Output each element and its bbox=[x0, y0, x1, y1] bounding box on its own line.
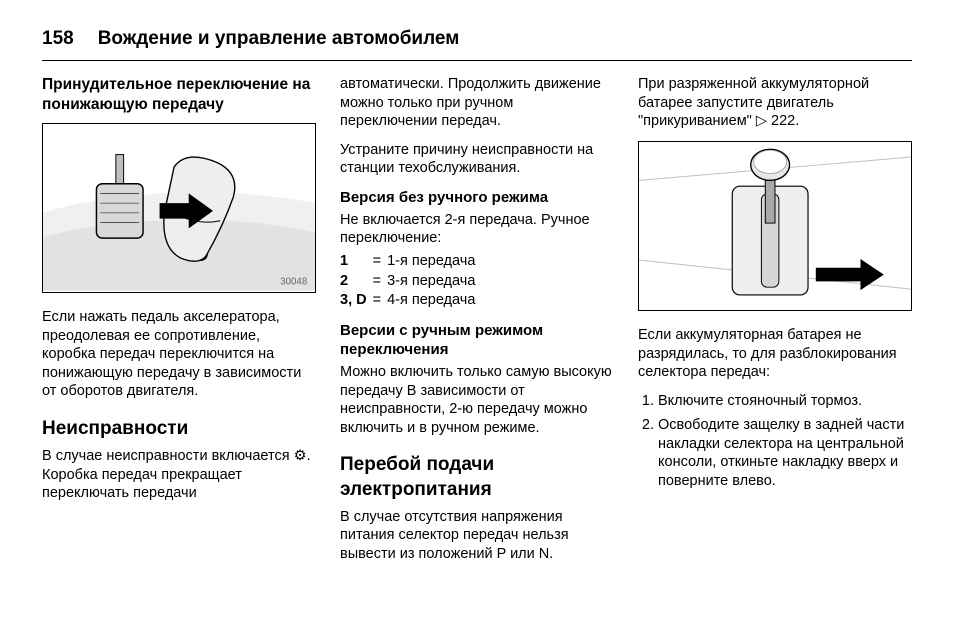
illustration-ref: 30048 bbox=[280, 276, 307, 287]
subheading-manual: Версии с ручным режимом переключения bbox=[340, 321, 614, 359]
column-3: При разряженной аккумуляторной батарее з… bbox=[638, 75, 912, 573]
faults-text-a: В случае неисправности включается bbox=[42, 448, 294, 464]
table-row: 3, D = 4-я передача bbox=[340, 291, 481, 311]
crossref-icon: ▷ bbox=[756, 113, 767, 129]
list-item: Включите стояночный тормоз. bbox=[658, 392, 912, 411]
jumpstart-text: При разряженной аккумуляторной батарее з… bbox=[638, 75, 912, 131]
gear-key: 1 bbox=[340, 252, 373, 272]
heading-power-interrupt: Перебой подачи электропитания bbox=[340, 453, 614, 502]
gear-table: 1 = 1-я передача 2 = 3-я передача 3, D =… bbox=[340, 252, 481, 311]
gear-key: 3, D bbox=[340, 291, 373, 311]
gear-eq: = bbox=[373, 272, 387, 292]
table-row: 2 = 3-я передача bbox=[340, 272, 481, 292]
table-row: 1 = 1-я передача bbox=[340, 252, 481, 272]
illustration-pedal: 30048 bbox=[42, 123, 316, 293]
power-text: В случае отсутствия напряжения питания с… bbox=[340, 508, 614, 564]
warning-icon: ⚙ bbox=[294, 448, 307, 464]
crossref-page: 222 bbox=[771, 113, 795, 129]
faults-text: В случае неисправности включается ⚙. Кор… bbox=[42, 447, 316, 503]
gear-key: 2 bbox=[340, 272, 373, 292]
faults-continuation: автоматически. Продолжить движение можно… bbox=[340, 75, 614, 131]
gear-val: 1-я передача bbox=[387, 252, 481, 272]
subheading-kickdown: Принудительное переключение на понижающу… bbox=[42, 75, 316, 115]
manual-page: 158 Вождение и управление автомобилем Пр… bbox=[0, 0, 954, 638]
chapter-title: Вождение и управление автомобилем bbox=[98, 28, 460, 50]
manual-text: Можно включить только самую высокую пере… bbox=[340, 363, 614, 437]
remedy-text: Устраните причину неисправности на станц… bbox=[340, 141, 614, 178]
gear-val: 3-я передача bbox=[387, 272, 481, 292]
no-manual-text: Не включается 2-я передача. Ручное перек… bbox=[340, 211, 614, 248]
page-number: 158 bbox=[42, 28, 74, 50]
column-2: автоматически. Продолжить движение можно… bbox=[340, 75, 614, 573]
kickdown-text: Если нажать педаль акселератора, преодол… bbox=[42, 308, 316, 401]
unlock-steps: Включите стояночный тормоз. Освободите з… bbox=[638, 392, 912, 491]
page-header: 158 Вождение и управление автомобилем bbox=[42, 28, 912, 61]
heading-faults: Неисправности bbox=[42, 417, 316, 441]
jumpstart-text-b: . bbox=[795, 113, 799, 129]
unlock-intro: Если аккумуляторная батарея не разрядила… bbox=[638, 326, 912, 382]
column-1: Принудительное переключение на понижающу… bbox=[42, 75, 316, 573]
cross-ref: ▷ 222 bbox=[756, 113, 795, 129]
subheading-no-manual: Версия без ручного режима bbox=[340, 188, 614, 207]
gear-eq: = bbox=[373, 252, 387, 272]
jumpstart-text-a: При разряженной аккумуляторной батарее з… bbox=[638, 76, 869, 129]
gear-eq: = bbox=[373, 291, 387, 311]
list-item: Освободите защелку в задней части наклад… bbox=[658, 416, 912, 490]
illustration-shifter bbox=[638, 141, 912, 311]
content-columns: Принудительное переключение на понижающу… bbox=[42, 75, 912, 573]
gear-val: 4-я передача bbox=[387, 291, 481, 311]
